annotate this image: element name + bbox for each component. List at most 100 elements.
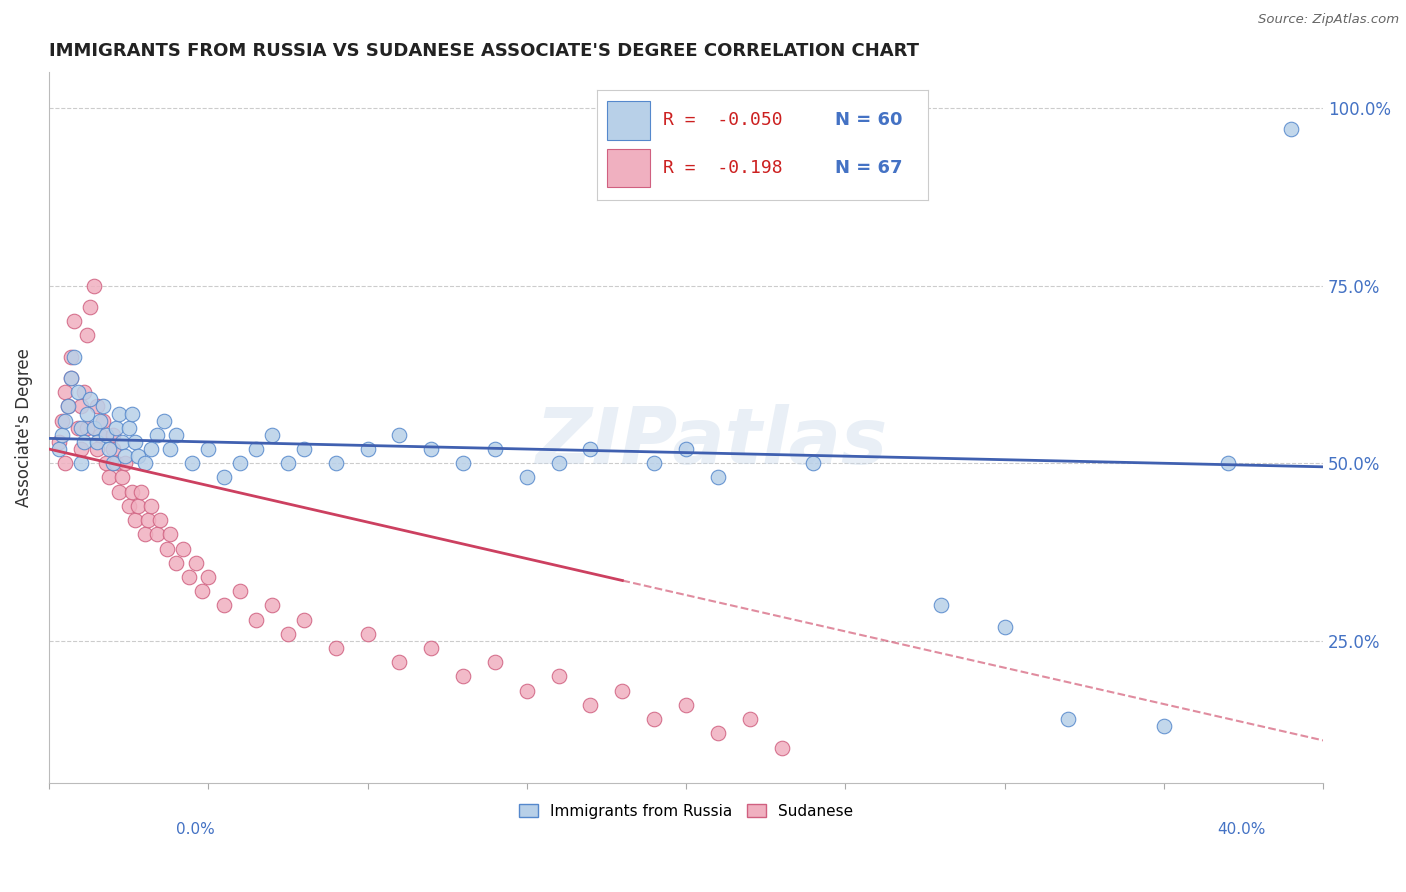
Point: [89, 427, 111, 442]
Point: [579, 698, 602, 712]
Point: [60, 371, 83, 385]
Point: [121, 484, 143, 499]
Point: [79, 300, 101, 314]
Point: [1279, 122, 1302, 136]
Point: [229, 456, 252, 470]
Point: [96, 427, 118, 442]
Point: [108, 407, 131, 421]
Point: [86, 400, 108, 414]
Point: [73, 434, 96, 449]
Point: [191, 584, 214, 599]
Point: [56, 400, 79, 414]
Point: [643, 456, 665, 470]
Point: [111, 470, 134, 484]
Text: IMMIGRANTS FROM RUSSIA VS SUDANESE ASSOCIATE'S DEGREE CORRELATION CHART: IMMIGRANTS FROM RUSSIA VS SUDANESE ASSOC…: [49, 42, 920, 60]
Point: [127, 499, 149, 513]
Point: [484, 655, 506, 669]
Point: [136, 513, 159, 527]
Point: [48, 442, 70, 456]
Point: [139, 499, 162, 513]
Point: [117, 421, 139, 435]
Point: [89, 414, 111, 428]
Point: [127, 449, 149, 463]
Point: [165, 556, 187, 570]
Point: [260, 427, 283, 442]
Point: [388, 427, 411, 442]
Point: [56, 400, 79, 414]
Point: [60, 350, 83, 364]
Text: 0.0%: 0.0%: [176, 822, 215, 837]
Point: [165, 427, 187, 442]
Point: [63, 350, 86, 364]
Point: [69, 456, 91, 470]
Point: [260, 599, 283, 613]
Point: [96, 456, 118, 470]
Point: [547, 456, 569, 470]
Point: [83, 421, 105, 435]
Point: [63, 314, 86, 328]
Point: [245, 442, 267, 456]
Point: [101, 427, 124, 442]
Point: [292, 442, 315, 456]
Point: [60, 371, 83, 385]
Point: [91, 414, 114, 428]
Point: [134, 527, 156, 541]
Point: [79, 392, 101, 407]
Point: [738, 712, 761, 726]
Text: 40.0%: 40.0%: [1218, 822, 1265, 837]
Point: [197, 442, 219, 456]
Point: [98, 442, 121, 456]
Point: [179, 570, 201, 584]
Point: [73, 385, 96, 400]
Point: [152, 414, 174, 428]
Point: [516, 683, 538, 698]
Point: [139, 442, 162, 456]
Point: [156, 541, 179, 556]
Point: [69, 442, 91, 456]
Point: [53, 414, 76, 428]
Point: [172, 541, 194, 556]
Point: [277, 456, 299, 470]
Point: [124, 513, 146, 527]
Point: [114, 449, 136, 463]
Point: [420, 640, 443, 655]
Point: [707, 470, 730, 484]
Point: [146, 427, 169, 442]
Point: [69, 400, 91, 414]
Point: [76, 328, 98, 343]
Point: [451, 456, 474, 470]
Point: [117, 499, 139, 513]
Point: [51, 427, 73, 442]
Point: [325, 456, 347, 470]
Point: [53, 456, 76, 470]
Point: [149, 513, 172, 527]
Point: [146, 527, 169, 541]
Point: [86, 434, 108, 449]
Point: [612, 683, 634, 698]
Point: [121, 407, 143, 421]
Point: [356, 627, 378, 641]
Point: [131, 484, 153, 499]
Point: [66, 421, 89, 435]
Point: [929, 599, 952, 613]
Point: [212, 470, 235, 484]
Point: [245, 613, 267, 627]
Point: [325, 640, 347, 655]
Point: [516, 470, 538, 484]
Legend: Immigrants from Russia, Sudanese: Immigrants from Russia, Sudanese: [513, 798, 859, 825]
Point: [53, 385, 76, 400]
Point: [69, 421, 91, 435]
Point: [197, 570, 219, 584]
Point: [212, 599, 235, 613]
Point: [484, 442, 506, 456]
Point: [159, 442, 181, 456]
Point: [388, 655, 411, 669]
Point: [159, 527, 181, 541]
Point: [675, 442, 697, 456]
Point: [356, 442, 378, 456]
Point: [770, 740, 793, 755]
Text: Source: ZipAtlas.com: Source: ZipAtlas.com: [1258, 13, 1399, 27]
Point: [707, 726, 730, 740]
Point: [104, 421, 127, 435]
Point: [91, 400, 114, 414]
